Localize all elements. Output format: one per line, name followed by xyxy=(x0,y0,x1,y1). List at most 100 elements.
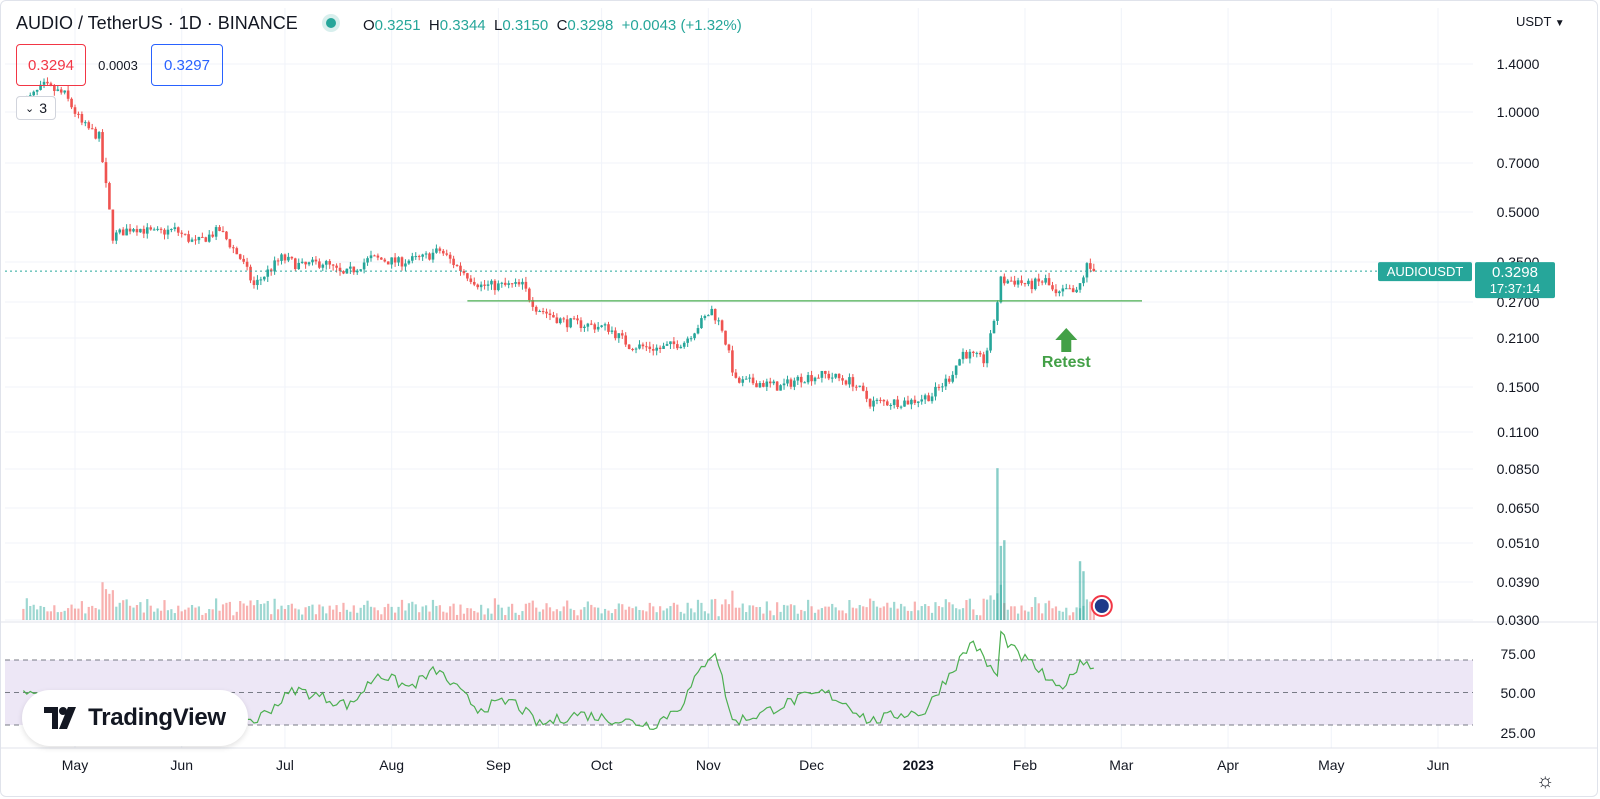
volume-bar xyxy=(834,607,837,620)
candle-body xyxy=(707,315,710,317)
volume-bar xyxy=(603,608,607,620)
candle-body xyxy=(218,227,221,231)
volume-bar xyxy=(1034,597,1037,620)
candle-body xyxy=(1061,288,1065,292)
volume-bar xyxy=(1016,613,1020,620)
volume-bar xyxy=(882,606,885,620)
candle-body xyxy=(397,257,400,263)
volume-bar xyxy=(893,601,896,620)
candle-body xyxy=(187,234,190,242)
volume-bar xyxy=(851,607,854,620)
candle-body xyxy=(930,396,934,402)
volume-bar xyxy=(934,602,937,620)
candle-body xyxy=(1030,280,1034,290)
symbol-title[interactable]: AUDIO / TetherUS · 1D · BINANCE xyxy=(16,13,298,33)
candle-body xyxy=(207,234,211,242)
candle-body xyxy=(400,257,404,267)
time-tick-label: May xyxy=(1318,757,1344,773)
high-value: 0.3344 xyxy=(439,17,486,34)
volume-bar xyxy=(817,609,820,620)
candle-body xyxy=(937,386,941,388)
candle-body xyxy=(514,282,517,284)
currency-selector[interactable]: USDT ▼ xyxy=(1516,14,1565,29)
candle-body xyxy=(94,128,97,139)
candle-body xyxy=(813,377,817,382)
candle-body xyxy=(896,399,899,407)
volume-bar xyxy=(149,605,152,620)
volume-bar xyxy=(734,607,737,620)
volume-bar xyxy=(60,611,63,620)
candle-body xyxy=(1009,280,1013,282)
volume-bar xyxy=(848,600,851,620)
tradingview-logo[interactable]: TradingView xyxy=(22,690,248,746)
volume-bar xyxy=(393,612,397,620)
candle-body xyxy=(349,266,352,269)
volume-bar xyxy=(700,602,703,620)
indicators-collapse-button[interactable]: ⌄ 3 xyxy=(16,96,56,120)
candle-body xyxy=(462,271,466,274)
volume-bar xyxy=(927,606,930,620)
volume-bar xyxy=(669,606,672,620)
candle-body xyxy=(916,401,920,403)
volume-bar xyxy=(314,614,318,620)
volume-bar xyxy=(975,614,978,620)
candle-body xyxy=(280,254,283,261)
candle-body xyxy=(596,326,600,330)
volume-bar xyxy=(913,601,916,620)
volume-bar xyxy=(242,603,245,620)
candle-body xyxy=(321,264,325,268)
volume-bar xyxy=(400,599,404,620)
volume-bar xyxy=(896,608,899,620)
volume-bar xyxy=(194,607,197,620)
volume-bar xyxy=(961,608,965,620)
volume-bar xyxy=(438,605,441,620)
candle-body xyxy=(638,344,641,349)
time-tick-label: Sep xyxy=(486,757,511,773)
candle-body xyxy=(824,370,827,374)
candle-body xyxy=(252,280,256,286)
volume-bar xyxy=(1013,606,1016,620)
volume-bar xyxy=(153,611,156,620)
volume-bar xyxy=(958,609,961,620)
candle-body xyxy=(693,333,696,339)
candle-body xyxy=(359,269,362,271)
buy-button[interactable]: 0.3297 xyxy=(151,44,223,86)
candle-body xyxy=(669,341,672,345)
volume-bar xyxy=(528,602,531,620)
volume-bar xyxy=(139,602,142,620)
sell-button[interactable]: 0.3294 xyxy=(16,44,86,86)
volume-bar xyxy=(201,614,204,620)
volume-bar xyxy=(411,601,414,620)
time-tick-label: May xyxy=(62,757,88,773)
volume-bar xyxy=(94,608,97,620)
candle-body xyxy=(42,81,46,85)
candle-body xyxy=(183,233,187,235)
candle-body xyxy=(232,247,235,249)
candle-body xyxy=(242,258,245,262)
volume-bar xyxy=(920,606,923,620)
gear-icon[interactable]: ☼ xyxy=(1536,770,1555,792)
volume-bar xyxy=(879,607,882,620)
volume-bar xyxy=(824,606,827,620)
volume-bar xyxy=(166,610,170,620)
volume-bar xyxy=(758,606,762,620)
volume-bar xyxy=(862,606,865,620)
volume-bar xyxy=(63,610,66,620)
volume-bar xyxy=(875,606,879,620)
candle-body xyxy=(1040,281,1044,283)
volume-bar xyxy=(469,608,472,620)
volume-bar xyxy=(294,608,297,620)
candle-body xyxy=(77,113,80,115)
candle-body xyxy=(263,276,266,280)
candle-body xyxy=(452,258,455,266)
volume-bar xyxy=(356,612,359,620)
volume-bar xyxy=(263,603,266,620)
volume-bar xyxy=(906,610,910,620)
volume-bar xyxy=(672,602,675,620)
candle-body xyxy=(411,256,414,261)
volume-bar xyxy=(738,607,741,620)
volume-bar xyxy=(714,598,717,620)
volume-bar xyxy=(597,607,600,620)
